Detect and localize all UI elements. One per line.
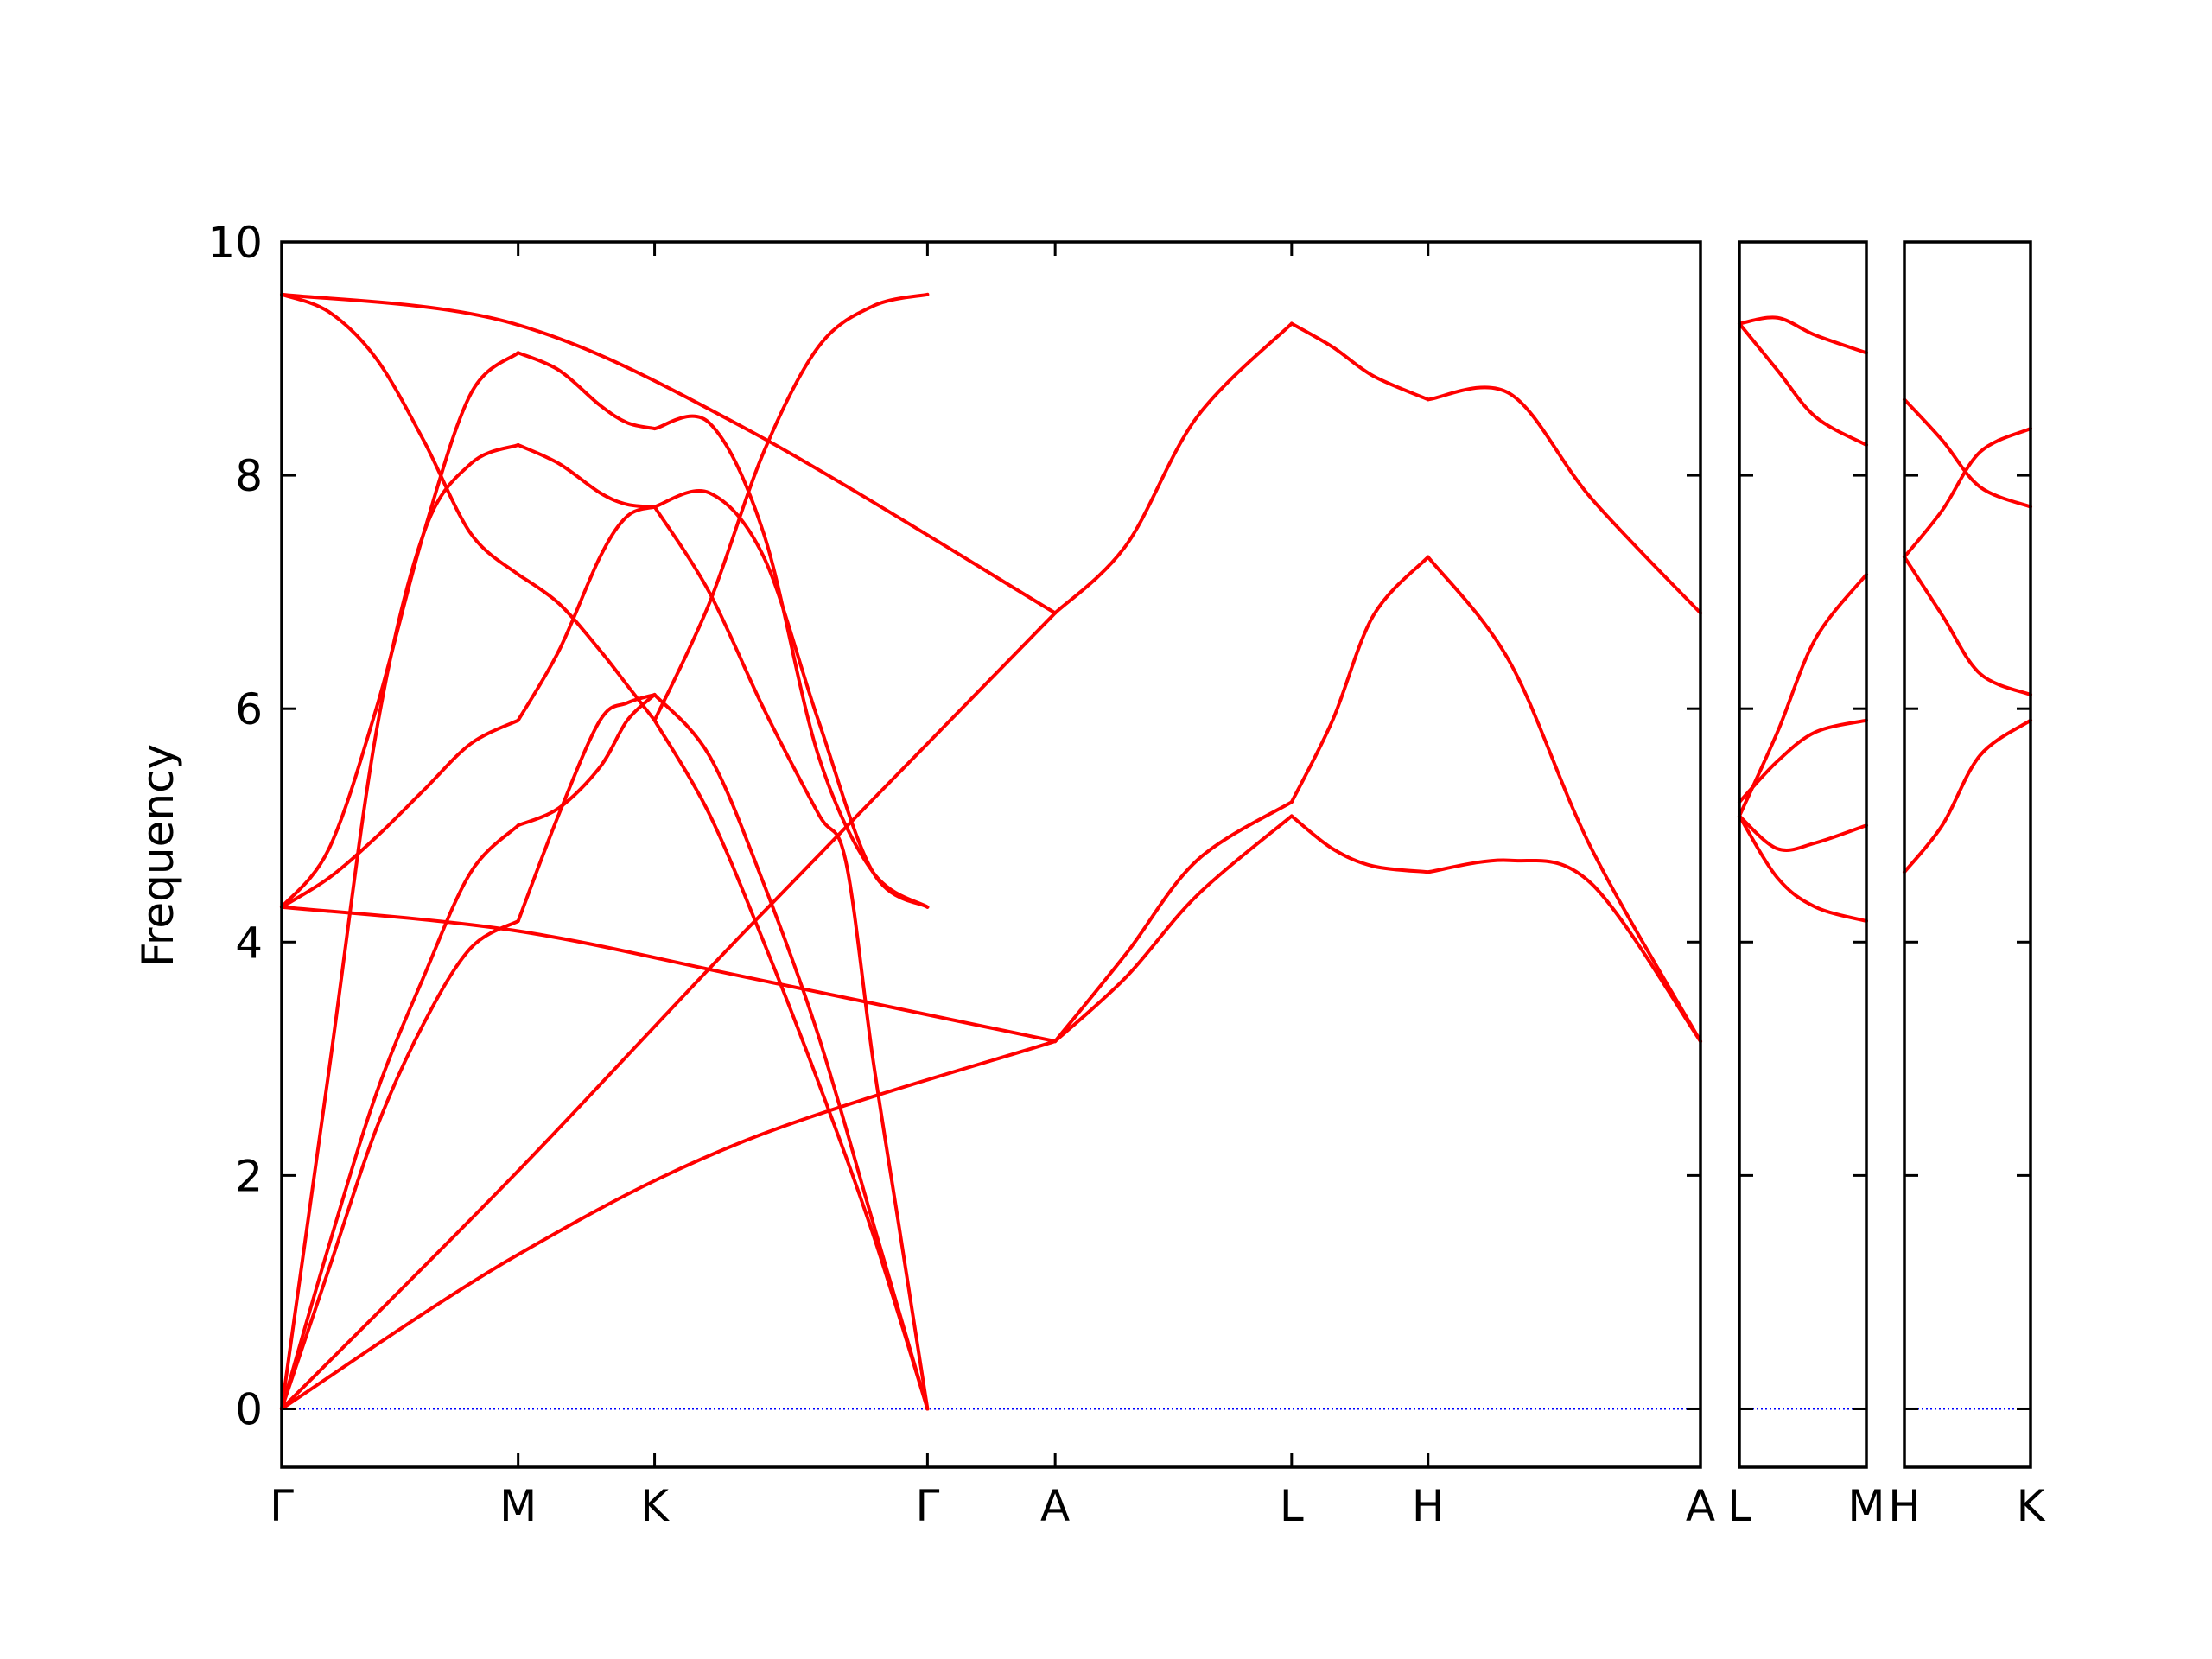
band-line-L-M-5 <box>1738 321 1868 447</box>
band-line-Γ-A-2 <box>280 905 1058 1044</box>
x-tick-label: L <box>1280 1481 1304 1531</box>
band-line-Γ-M-2 <box>280 823 520 1411</box>
band-line-L-M-2 <box>1738 814 1868 853</box>
band-line-L-M-4 <box>1738 572 1868 818</box>
band-line-A-L-3 <box>1053 321 1294 615</box>
x-tick-label: M <box>499 1481 537 1531</box>
band-line-K-Γ-3 <box>652 292 930 722</box>
panel-1: 0 2 4 6 8 10 Γ M K Γ A L H A <box>207 218 1715 1531</box>
band-line-K-Γ-4 <box>652 505 930 1411</box>
band-line-H-K-2 <box>1903 555 2032 696</box>
panel-frame <box>1903 240 2032 1469</box>
x-tick-label: Γ <box>915 1481 939 1531</box>
panel-frame <box>1738 240 1868 1469</box>
band-line-K-Γ-6 <box>652 414 930 909</box>
band-line-K-Γ-5 <box>652 489 930 909</box>
band-line-L-M-6 <box>1738 315 1868 355</box>
band-line-Γ-A-1 <box>280 1039 1058 1411</box>
band-line-M-K-6 <box>516 351 657 431</box>
band-line-K-Γ-2 <box>652 718 930 1411</box>
x-tick-label: H <box>1412 1481 1445 1531</box>
band-line-Γ-M-6 <box>280 292 520 576</box>
y-tick-label: 6 <box>235 684 263 734</box>
band-line-Γ-M-1 <box>280 918 520 1411</box>
x-tick-label: Γ <box>270 1481 294 1531</box>
band-line-H-A-2 <box>1426 555 1702 1044</box>
x-tick-label: K <box>2017 1481 2046 1531</box>
band-line-A-L-1 <box>1053 814 1294 1044</box>
band-line-L-M-1 <box>1738 814 1868 923</box>
x-tick-label: L <box>1727 1481 1751 1531</box>
band-line-Γ-M-3 <box>280 718 520 909</box>
band-line-L-M-3 <box>1738 718 1868 804</box>
band-line-Γ-A-4 <box>280 292 1058 615</box>
band-line-A-L-2 <box>1053 800 1294 1044</box>
band-line-H-K-3 <box>1903 427 2032 559</box>
band-line-M-K-2 <box>516 692 657 828</box>
band-line-Γ-A-3 <box>280 611 1058 1411</box>
x-tick-label: K <box>640 1481 670 1531</box>
band-line-L-H-2 <box>1289 555 1430 804</box>
y-axis-label: Frequency <box>133 744 183 967</box>
x-tick-label: H <box>1888 1481 1921 1531</box>
y-tick-label: 0 <box>235 1384 263 1434</box>
y-tick-label: 10 <box>207 218 263 268</box>
band-line-L-H-3 <box>1289 321 1430 402</box>
band-line-H-K-1 <box>1903 718 2032 874</box>
band-line-K-Γ-1 <box>652 692 930 1411</box>
band-line-M-K-3 <box>516 505 657 722</box>
band-line-Γ-M-4 <box>280 442 520 1411</box>
panel-frame <box>280 240 1702 1469</box>
band-line-M-K-4 <box>516 572 657 722</box>
x-tick-label: M <box>1847 1481 1885 1531</box>
band-line-H-A-1 <box>1426 858 1702 1044</box>
band-line-H-K-4 <box>1903 397 2032 509</box>
band-line-Γ-M-5 <box>280 351 520 909</box>
y-tick-label: 2 <box>235 1151 263 1201</box>
y-tick-label: 8 <box>235 451 263 501</box>
x-tick-label: A <box>1040 1481 1070 1531</box>
x-tick-label: A <box>1686 1481 1715 1531</box>
band-line-L-H-1 <box>1289 814 1430 874</box>
y-tick-label: 4 <box>235 918 263 968</box>
band-line-M-K-5 <box>516 442 657 509</box>
band-line-M-K-1 <box>516 692 657 923</box>
band-line-H-A-3 <box>1426 385 1702 615</box>
